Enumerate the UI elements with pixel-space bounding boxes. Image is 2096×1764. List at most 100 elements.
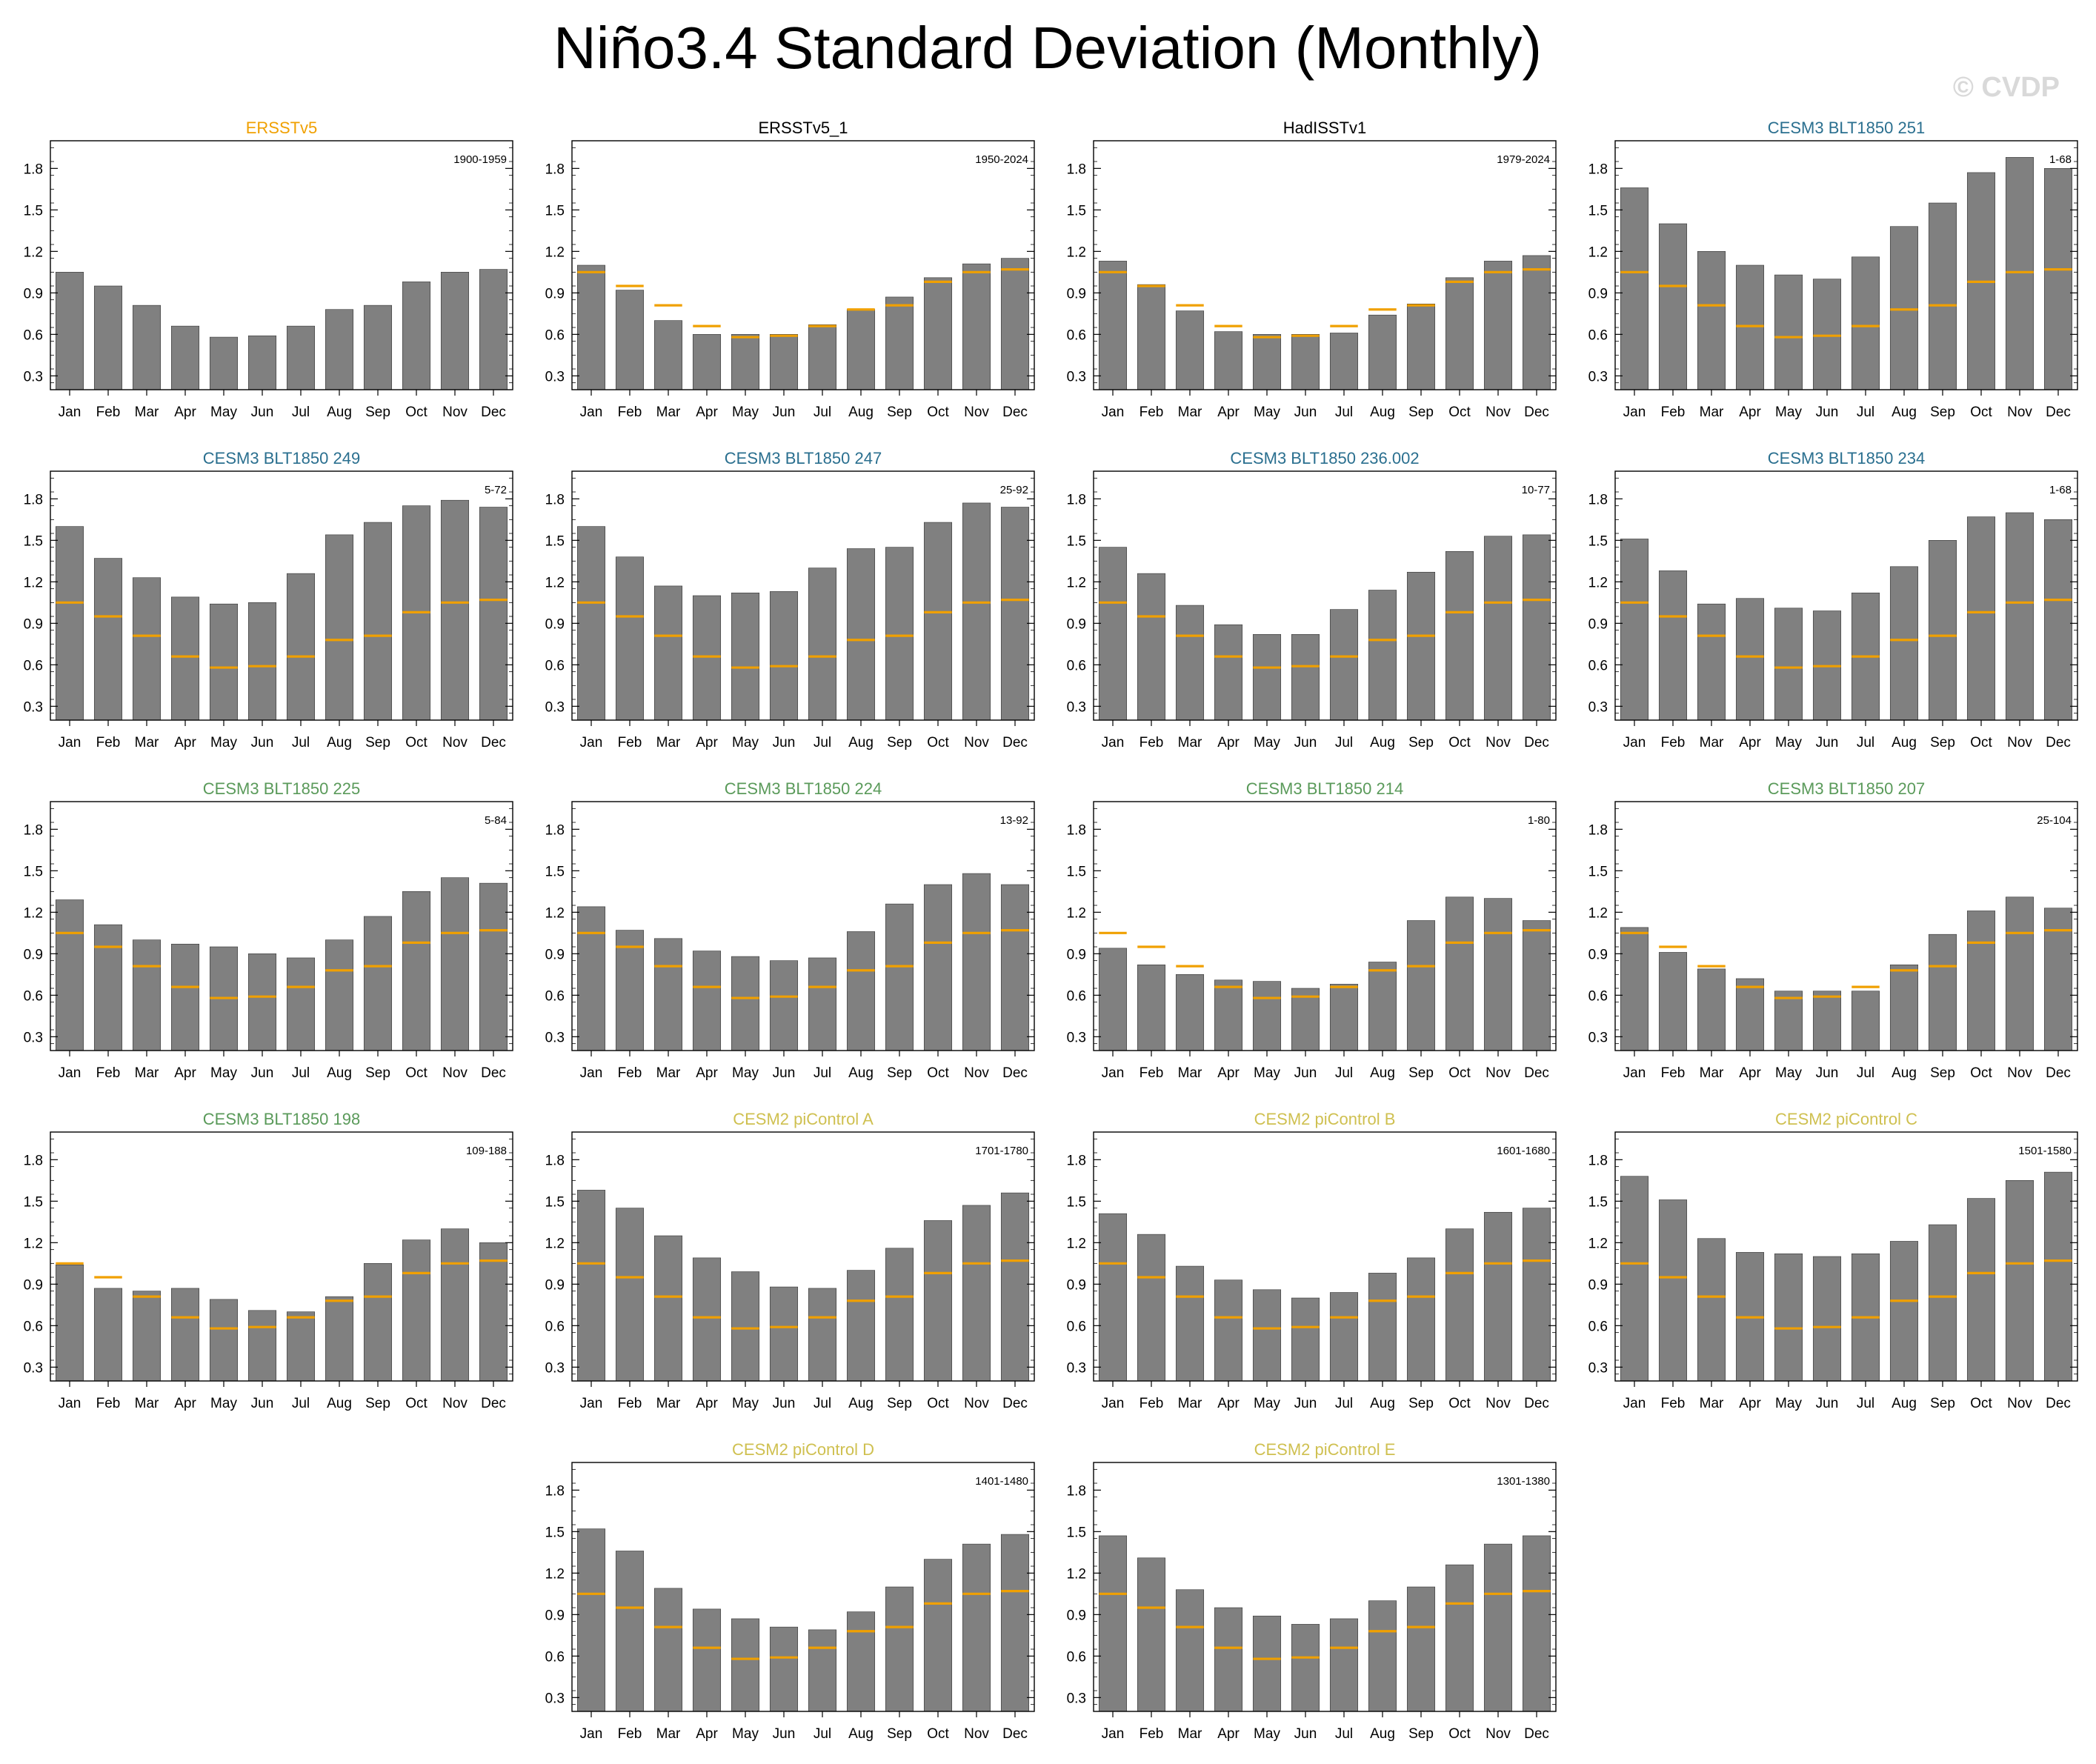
ytick-label: 0.3 [545,1691,565,1706]
bar-jan [55,272,84,390]
bar-apr [1214,1607,1243,1712]
xtick-label-jul: Jul [1335,1726,1353,1742]
bar-dec [1522,920,1551,1051]
bar-dec [1000,884,1030,1051]
xtick-label-feb: Feb [1140,1396,1164,1411]
panel-hadisstv1: HadISSTv1 0.3 0.6 0.9 1.2 1.5 1.8 Jan Feb Mar Apr M… [1067,119,1557,420]
xtick-label-nov: Nov [2007,1065,2032,1081]
ytick-label: 1.5 [545,1525,565,1540]
bar-may [1774,608,1803,721]
bar-oct [1445,1228,1474,1382]
bar-feb [93,924,123,1051]
bar-sep [1406,571,1436,721]
xtick-label-sep: Sep [1930,735,1955,750]
ytick-label: 0.3 [545,1360,565,1376]
xtick-label-apr: Apr [1739,1065,1761,1081]
panel-cesm3-blt1850-224: CESM3 BLT1850 224 0.3 0.6 0.9 1.2 1.5 1.8 Jan Fe… [545,779,1035,1081]
xtick-label-oct: Oct [1448,1726,1471,1742]
xtick-label-mar: Mar [1178,735,1202,750]
bar-nov [962,1205,991,1382]
bar-may [731,334,760,390]
bar-jul [286,957,316,1051]
ytick-label: 0.6 [545,658,565,673]
ytick-label: 0.6 [1588,658,1608,673]
xtick-label-dec: Dec [481,1396,506,1411]
xtick-label-apr: Apr [174,405,196,420]
xtick-label-mar: Mar [656,1065,681,1081]
xtick-label-jan: Jan [59,1065,81,1081]
bar-may [1252,981,1282,1051]
xtick-label-may: May [1775,1396,1802,1411]
ytick-label: 1.2 [1067,244,1086,260]
panel-title: CESM3 BLT1850 225 [203,779,360,798]
bar-aug [846,1270,876,1382]
ytick-label: 0.9 [1067,286,1086,302]
bar-jan [1620,187,1649,390]
xtick-label-apr: Apr [696,405,718,420]
ytick-label: 1.5 [24,533,43,549]
bar-nov [440,1228,470,1382]
bar-mar [1175,605,1205,721]
bar-mar [1697,1238,1726,1382]
panel-title: ERSSTv5_1 [758,119,848,137]
xtick-label-feb: Feb [1661,405,1686,420]
bar-aug [1368,1273,1397,1382]
xtick-label-sep: Sep [1408,1726,1434,1742]
bar-apr [170,1288,200,1382]
ytick-label: 1.2 [1067,1566,1086,1582]
xtick-label-sep: Sep [887,405,912,420]
xtick-label-may: May [732,735,759,750]
bar-apr [1735,978,1765,1051]
period-label: 1701-1780 [975,1145,1028,1157]
bar-jan [576,1528,606,1712]
bar-mar [1175,974,1205,1051]
xtick-label-apr: Apr [696,1396,718,1411]
bar-dec [479,269,508,390]
ytick-label: 0.3 [1588,1030,1608,1045]
ytick-label: 0.6 [24,327,43,343]
panel-title: ERSSTv5 [246,119,318,137]
bar-oct [923,1559,953,1712]
bar-sep [363,1263,393,1382]
xtick-label-nov: Nov [964,405,989,420]
panel-title: CESM3 BLT1850 247 [725,449,882,467]
bar-mar [653,1588,683,1712]
bar-oct [1445,896,1474,1051]
xtick-label-dec: Dec [1524,1726,1549,1742]
bar-oct [923,522,953,721]
xtick-label-jul: Jul [814,1065,831,1081]
bar-mar [132,1291,162,1382]
bar-dec [479,1242,508,1382]
bar-dec [2043,908,2073,1051]
bar-feb [1658,223,1688,390]
xtick-label-apr: Apr [1217,1065,1240,1081]
xtick-label-aug: Aug [1892,405,1917,420]
panel-frame [571,1131,1035,1382]
xtick-label-mar: Mar [1178,1065,1202,1081]
bar-jun [769,591,799,721]
ytick-label: 1.8 [545,1153,565,1168]
ytick-label: 1.2 [1067,575,1086,590]
bar-mar [1697,251,1726,390]
bar-aug [325,1296,354,1382]
xtick-label-dec: Dec [2046,735,2071,750]
bar-nov [962,502,991,721]
bar-feb [615,290,645,390]
xtick-label-aug: Aug [848,1726,874,1742]
period-label: 5-84 [485,814,507,827]
ytick-label: 1.2 [24,905,43,921]
bar-apr [1214,1279,1243,1382]
xtick-label-jan: Jan [1102,1726,1125,1742]
xtick-label-nov: Nov [1486,1726,1511,1742]
bar-nov [2005,896,2035,1051]
xtick-label-oct: Oct [1448,405,1471,420]
xtick-label-mar: Mar [1178,405,1202,420]
bar-sep [885,1248,914,1382]
period-label: 1601-1680 [1497,1145,1550,1157]
ytick-label: 1.5 [545,203,565,219]
bar-sep [363,916,393,1051]
bar-aug [846,931,876,1051]
ytick-label: 1.5 [1067,203,1086,219]
xtick-label-dec: Dec [1002,1396,1028,1411]
ytick-label: 1.5 [545,864,565,879]
